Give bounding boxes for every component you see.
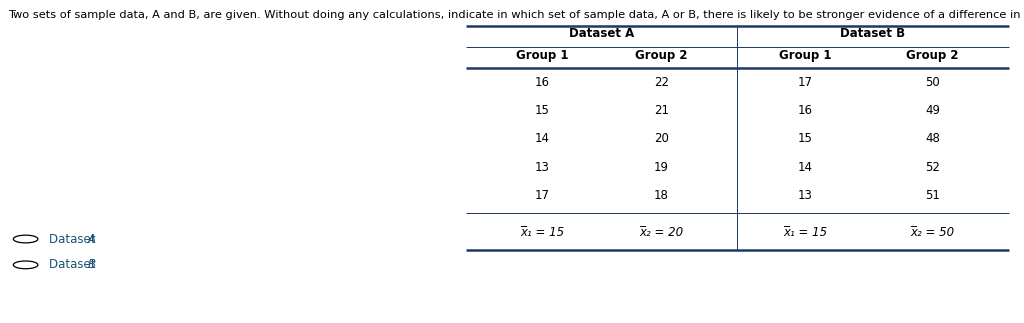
Text: Group 2: Group 2 bbox=[635, 49, 687, 62]
Text: Dataset B: Dataset B bbox=[841, 27, 905, 40]
Text: 15: 15 bbox=[798, 132, 813, 145]
Text: Dataset: Dataset bbox=[49, 233, 99, 245]
Text: x̅₁ = 15: x̅₁ = 15 bbox=[783, 226, 827, 239]
Text: Dataset: Dataset bbox=[49, 258, 99, 271]
Text: x̅₂ = 20: x̅₂ = 20 bbox=[639, 226, 683, 239]
Text: 17: 17 bbox=[535, 189, 550, 202]
Text: x̅₁ = 15: x̅₁ = 15 bbox=[520, 226, 564, 239]
Text: 17: 17 bbox=[798, 76, 813, 89]
Text: 13: 13 bbox=[535, 161, 549, 174]
Text: 21: 21 bbox=[653, 104, 669, 117]
Text: 48: 48 bbox=[926, 132, 940, 145]
Text: x̅₂ = 50: x̅₂ = 50 bbox=[910, 226, 954, 239]
Text: 16: 16 bbox=[798, 104, 813, 117]
Text: 20: 20 bbox=[654, 132, 669, 145]
Text: 14: 14 bbox=[535, 132, 550, 145]
Text: Two sets of sample data, A and B, are given. Without doing any calculations, ind: Two sets of sample data, A and B, are gi… bbox=[8, 10, 1024, 20]
Text: Group 2: Group 2 bbox=[906, 49, 958, 62]
Text: 19: 19 bbox=[653, 161, 669, 174]
Text: 22: 22 bbox=[653, 76, 669, 89]
Text: Group 1: Group 1 bbox=[516, 49, 568, 62]
Text: 50: 50 bbox=[926, 76, 940, 89]
Text: 52: 52 bbox=[926, 161, 940, 174]
Text: Group 1: Group 1 bbox=[779, 49, 831, 62]
Text: 14: 14 bbox=[798, 161, 813, 174]
Text: 16: 16 bbox=[535, 76, 550, 89]
Text: 15: 15 bbox=[535, 104, 549, 117]
Text: A: A bbox=[88, 233, 96, 245]
Text: 13: 13 bbox=[798, 189, 813, 202]
Text: 18: 18 bbox=[654, 189, 669, 202]
Text: 49: 49 bbox=[925, 104, 940, 117]
Text: Dataset A: Dataset A bbox=[569, 27, 634, 40]
Text: 51: 51 bbox=[926, 189, 940, 202]
Text: B: B bbox=[88, 258, 96, 271]
